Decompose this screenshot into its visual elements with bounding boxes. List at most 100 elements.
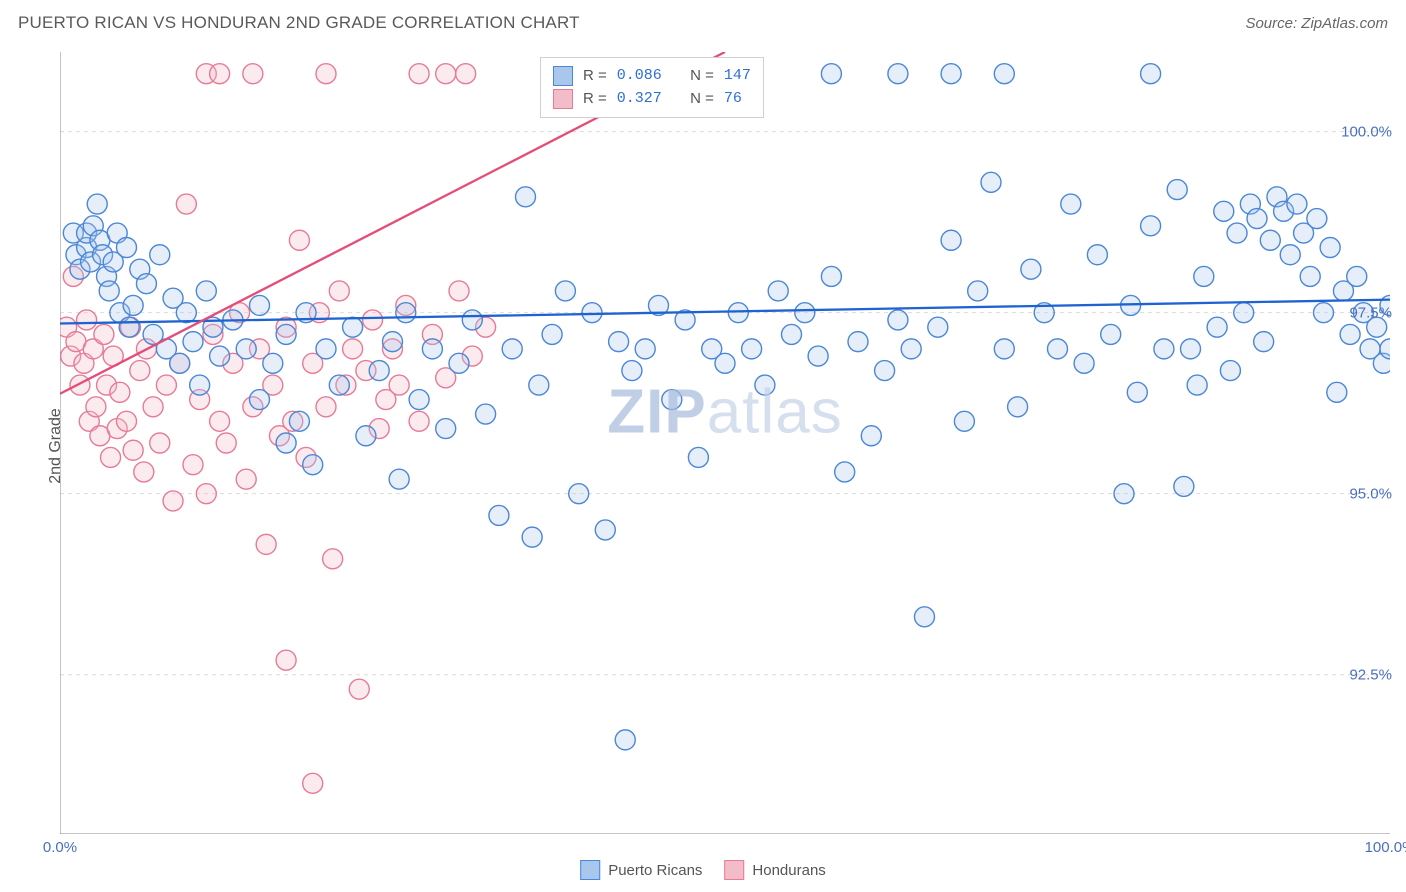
legend-item: Hondurans [724, 860, 825, 880]
scatter-point [123, 440, 143, 460]
scatter-point [1187, 375, 1207, 395]
chart-title: PUERTO RICAN VS HONDURAN 2ND GRADE CORRE… [18, 13, 580, 33]
scatter-point [117, 238, 137, 258]
corr-r-prefix: R = [583, 87, 607, 110]
scatter-point [888, 310, 908, 330]
scatter-point [396, 303, 416, 323]
scatter-point [782, 324, 802, 344]
scatter-point [1048, 339, 1068, 359]
scatter-point [569, 484, 589, 504]
scatter-point [915, 607, 935, 627]
chart-source: Source: ZipAtlas.com [1245, 15, 1388, 32]
scatter-point [1074, 353, 1094, 373]
scatter-point [156, 375, 176, 395]
y-tick-label: 92.5% [1349, 666, 1392, 683]
scatter-point [210, 346, 230, 366]
legend-label: Puerto Ricans [608, 862, 702, 879]
scatter-point [323, 549, 343, 569]
scatter-point [821, 64, 841, 84]
scatter-point [210, 64, 230, 84]
scatter-point [176, 303, 196, 323]
scatter-point [462, 310, 482, 330]
scatter-point [409, 64, 429, 84]
scatter-point [1061, 194, 1081, 214]
scatter-point [136, 274, 156, 294]
scatter-point [1174, 476, 1194, 496]
scatter-point [1287, 194, 1307, 214]
scatter-point [1008, 397, 1028, 417]
scatter-point [289, 230, 309, 250]
correlation-legend: R = 0.086 N = 147R =0.327 N = 76 [540, 57, 764, 118]
scatter-point [1127, 382, 1147, 402]
scatter-point [117, 411, 137, 431]
scatter-point [250, 390, 270, 410]
scatter-point [1340, 324, 1360, 344]
corr-legend-row: R =0.327 N = 76 [553, 87, 751, 110]
scatter-point [329, 281, 349, 301]
scatter-point [795, 303, 815, 323]
scatter-point [609, 332, 629, 352]
scatter-point [94, 324, 114, 344]
scatter-point [316, 397, 336, 417]
scatter-point [835, 462, 855, 482]
corr-n-prefix: N = [690, 87, 714, 110]
scatter-point [383, 332, 403, 352]
scatter-point [176, 194, 196, 214]
scatter-point [595, 520, 615, 540]
scatter-point [110, 382, 130, 402]
scatter-point [1021, 259, 1041, 279]
scatter-point [941, 230, 961, 250]
scatter-point [183, 455, 203, 475]
scatter-point [1227, 223, 1247, 243]
scatter-point [190, 375, 210, 395]
scatter-point [688, 447, 708, 467]
scatter-point [1254, 332, 1274, 352]
scatter-point [1141, 64, 1161, 84]
scatter-point [582, 303, 602, 323]
scatter-point [542, 324, 562, 344]
series-legend: Puerto Ricans Hondurans [580, 860, 826, 880]
corr-legend-row: R = 0.086 N = 147 [553, 64, 751, 87]
corr-n-value: 147 [724, 64, 751, 87]
scatter-point [476, 404, 496, 424]
scatter-point [276, 650, 296, 670]
scatter-point [1114, 484, 1134, 504]
scatter-point [303, 455, 323, 475]
scatter-point [901, 339, 921, 359]
scatter-point [1214, 201, 1234, 221]
scatter-point [356, 426, 376, 446]
legend-swatch [553, 89, 573, 109]
scatter-point [1327, 382, 1347, 402]
scatter-point [422, 339, 442, 359]
scatter-point [1207, 317, 1227, 337]
corr-n-prefix: N = [690, 64, 714, 87]
scatter-point [363, 310, 383, 330]
scatter-point [256, 534, 276, 554]
scatter-point [369, 361, 389, 381]
scatter-point [77, 310, 97, 330]
scatter-point [1154, 339, 1174, 359]
scatter-point [183, 332, 203, 352]
legend-item: Puerto Ricans [580, 860, 702, 880]
scatter-point [123, 295, 143, 315]
scatter-point [449, 353, 469, 373]
scatter-point [343, 317, 363, 337]
scatter-point [755, 375, 775, 395]
y-tick-label: 100.0% [1341, 123, 1392, 140]
scatter-point [389, 375, 409, 395]
scatter-point [489, 505, 509, 525]
scatter-point [941, 64, 961, 84]
scatter-point [1087, 245, 1107, 265]
scatter-point [1101, 324, 1121, 344]
scatter-point [329, 375, 349, 395]
scatter-point [196, 484, 216, 504]
corr-r-prefix: R = [583, 64, 607, 87]
scatter-point [742, 339, 762, 359]
scatter-point [875, 361, 895, 381]
corr-r-value: 0.086 [617, 64, 662, 87]
scatter-point [968, 281, 988, 301]
scatter-point [1141, 216, 1161, 236]
scatter-point [848, 332, 868, 352]
scatter-point [449, 281, 469, 301]
scatter-point [1320, 238, 1340, 258]
